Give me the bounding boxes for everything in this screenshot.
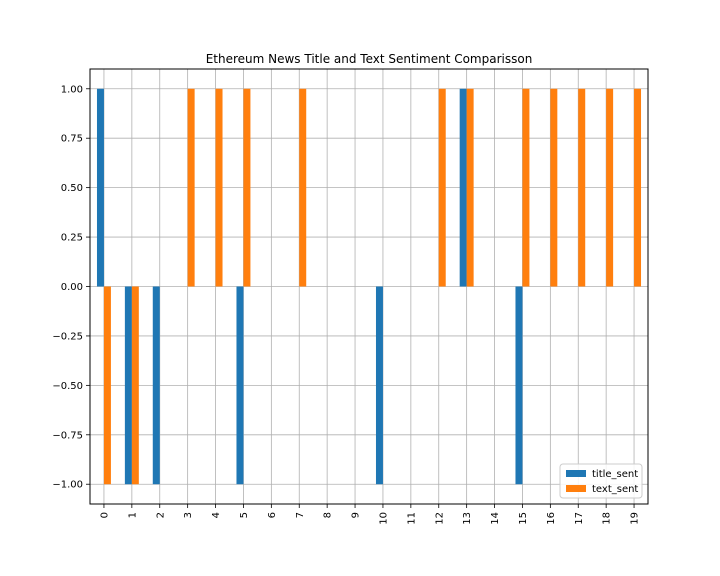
- x-tick-label: 6: [267, 512, 278, 518]
- x-axis: 0 1 2 3 4 5 6 7 8 9 10 11 12 13 14 15 16 17 18 19: [99, 504, 641, 525]
- legend-swatch-title_sent: [566, 470, 586, 477]
- y-axis: −1.00 −0.75 −0.50 −0.25 0.00 0.25 0.50 0.75 1.00: [52, 84, 90, 491]
- bar-title_sent-13: [459, 88, 467, 287]
- x-tick-label: 11: [406, 512, 417, 525]
- bar-text_sent-18: [606, 88, 614, 287]
- x-tick-label: 13: [462, 512, 473, 525]
- x-tick-label: 1: [127, 512, 138, 518]
- bar-text_sent-15: [522, 88, 530, 287]
- bar-title_sent-0: [96, 88, 104, 287]
- x-tick-label: 15: [518, 512, 529, 525]
- bar-text_sent-0: [103, 286, 111, 485]
- bar-text_sent-4: [215, 88, 223, 287]
- x-tick-label: 9: [351, 512, 362, 518]
- y-tick-label: −0.75: [52, 430, 83, 441]
- bars: [96, 88, 642, 485]
- x-tick-label: 7: [295, 512, 306, 518]
- x-tick-label: 2: [155, 512, 166, 518]
- chart-title: Ethereum News Title and Text Sentiment C…: [206, 52, 533, 66]
- bar-text_sent-5: [243, 88, 251, 287]
- x-tick-label: 16: [546, 512, 557, 525]
- x-tick-label: 4: [211, 512, 222, 518]
- x-tick-label: 12: [434, 512, 445, 525]
- y-tick-label: 0.75: [61, 134, 83, 145]
- y-tick-label: −0.50: [52, 381, 83, 392]
- x-tick-label: 3: [183, 512, 194, 518]
- y-tick-label: 0.25: [61, 233, 83, 244]
- bar-text_sent-19: [634, 88, 642, 287]
- y-tick-label: −0.25: [52, 331, 83, 342]
- y-tick-label: 0.50: [61, 183, 83, 194]
- y-tick-label: −1.00: [52, 480, 83, 491]
- bar-text_sent-16: [550, 88, 558, 287]
- x-tick-label: 5: [239, 512, 250, 518]
- bar-title_sent-15: [515, 286, 523, 485]
- bar-text_sent-13: [466, 88, 474, 287]
- x-tick-label: 0: [99, 512, 110, 518]
- bar-text_sent-3: [187, 88, 195, 287]
- legend-label-title_sent: title_sent: [592, 469, 638, 480]
- y-tick-label: 0.00: [61, 282, 83, 293]
- bar-title_sent-10: [375, 286, 383, 485]
- bar-text_sent-17: [578, 88, 586, 287]
- x-tick-label: 8: [323, 512, 334, 518]
- grid: [90, 69, 648, 504]
- bar-text_sent-1: [131, 286, 139, 485]
- bar-title_sent-2: [152, 286, 160, 485]
- x-tick-label: 10: [378, 512, 389, 525]
- bar-title_sent-5: [236, 286, 244, 485]
- y-tick-label: 1.00: [61, 84, 83, 95]
- x-tick-label: 19: [630, 512, 641, 525]
- bar-text_sent-12: [438, 88, 446, 287]
- x-tick-label: 14: [490, 512, 501, 525]
- x-tick-label: 18: [602, 512, 613, 525]
- x-tick-label: 17: [574, 512, 585, 525]
- legend-label-text_sent: text_sent: [592, 484, 638, 495]
- legend: title_sent text_sent: [559, 463, 643, 499]
- bar-title_sent-1: [124, 286, 132, 485]
- legend-swatch-text_sent: [566, 485, 586, 492]
- bar-text_sent-7: [299, 88, 307, 287]
